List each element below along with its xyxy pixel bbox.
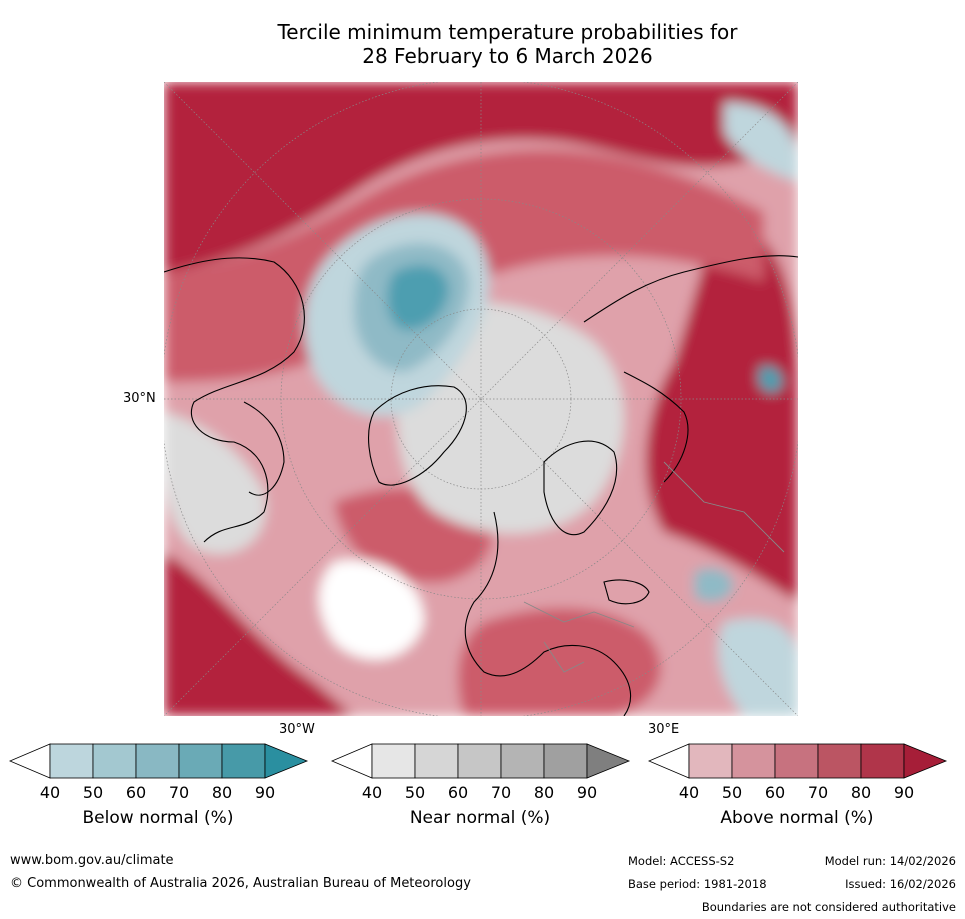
colorbar-below-normal: Below normal (%) 40 50 60 70 80 90 <box>8 742 309 832</box>
colorbar-near-normal: Near normal (%) 40 50 60 70 80 90 <box>330 742 631 832</box>
field-near-west <box>164 412 266 554</box>
colorbar-tick-label: 80 <box>211 783 233 802</box>
longitude-label-30w: 30°W <box>279 722 315 737</box>
coast-black-sea <box>603 579 650 605</box>
borders <box>523 461 785 673</box>
footer-issued: Issued: 16/02/2026 <box>845 877 956 891</box>
colorbar-segment <box>135 743 180 779</box>
colorbar-segment <box>221 743 266 779</box>
colorbar-tick-label: 60 <box>447 783 469 802</box>
graticule-meridian-diagonal-2 <box>164 82 798 716</box>
colorbar-tick-label: 40 <box>361 783 383 802</box>
coast-canada <box>164 257 305 543</box>
colorbar-high-extension <box>903 743 948 779</box>
colorbar-below-label: Below normal (%) <box>82 808 234 828</box>
footer-model: Model: ACCESS-S2 <box>628 854 735 868</box>
colorbar-segment <box>92 743 137 779</box>
field-above-mid-europe <box>458 608 661 716</box>
colorbar-tick-label: 80 <box>850 783 872 802</box>
footer-model-run: Model run: 14/02/2026 <box>824 854 956 868</box>
field-below-high-arctic <box>387 264 449 331</box>
colorbar-tick-label: 50 <box>721 783 743 802</box>
colorbar-segment <box>178 743 223 779</box>
coast-europe <box>464 511 632 716</box>
colorbar-segment <box>731 743 776 779</box>
colorbar-tick-label: 80 <box>533 783 555 802</box>
colorbar-above-label: Above normal (%) <box>720 808 874 828</box>
colorbar-segment <box>414 743 459 779</box>
colorbar-segment <box>457 743 502 779</box>
colorbar-tick-label: 60 <box>764 783 786 802</box>
colorbar-near-svg <box>330 743 631 779</box>
field-above-high-north <box>164 82 798 272</box>
colorbar-low-extension <box>647 743 690 779</box>
field-below-mid-caspian <box>694 567 734 603</box>
colorbar-segment <box>371 743 416 779</box>
coast-siberia <box>583 255 798 323</box>
longitude-label-30e: 30°E <box>648 722 680 737</box>
colorbar-segment <box>774 743 819 779</box>
field-above-high-southwest <box>164 552 354 716</box>
footer-disclaimer: Boundaries are not considered authoritat… <box>701 900 956 914</box>
graticule <box>164 82 798 716</box>
coast-scandinavia <box>543 440 618 535</box>
colorbar-tick-label: 50 <box>82 783 104 802</box>
colorbar-high-extension <box>586 743 631 779</box>
colorbar-segment <box>860 743 905 779</box>
colorbar-near-label: Near normal (%) <box>409 808 551 828</box>
latitude-label-30n: 30°N <box>123 391 156 406</box>
border-asia <box>663 461 785 553</box>
probability-map <box>164 82 798 716</box>
border-europe-2 <box>543 641 585 673</box>
colorbar-tick-label: 90 <box>254 783 276 802</box>
title-line-1: Tercile minimum temperature probabilitie… <box>277 20 738 44</box>
colorbar-tick-label: 70 <box>490 783 512 802</box>
colorbar-tick-label: 90 <box>576 783 598 802</box>
colorbar-tick-label: 60 <box>125 783 147 802</box>
colorbar-segment <box>49 743 94 779</box>
field-below-low-middle-east <box>717 618 798 716</box>
colorbar-high-extension <box>264 743 309 779</box>
colorbar-segment <box>817 743 862 779</box>
colorbar-segment <box>543 743 588 779</box>
coast-hudson <box>243 401 285 496</box>
colorbar-tick-label: 70 <box>807 783 829 802</box>
colorbar-tick-label: 40 <box>39 783 61 802</box>
colorbar-segment <box>500 743 545 779</box>
chart-title: Tercile minimum temperature probabilitie… <box>0 20 965 68</box>
coast-greenland <box>368 385 467 486</box>
field-below-high-asia-spot <box>758 365 783 394</box>
colorbar-tick-label: 50 <box>404 783 426 802</box>
footer-url: www.bom.gov.au/climate <box>10 853 174 868</box>
colorbar-tick-label: 90 <box>893 783 915 802</box>
map-canvas <box>164 82 798 716</box>
colorbar-tick-label: 40 <box>678 783 700 802</box>
footer-base-period: Base period: 1981-2018 <box>628 877 767 891</box>
coastlines <box>164 255 798 716</box>
field-above-high-asia <box>645 212 798 602</box>
coast-asia-east <box>623 371 689 483</box>
colorbar-above-normal: Above normal (%) 40 50 60 70 80 90 <box>647 742 948 832</box>
title-line-2: 28 February to 6 March 2026 <box>362 44 653 68</box>
footer-copyright: © Commonwealth of Australia 2026, Austra… <box>10 876 471 891</box>
colorbar-low-extension <box>330 743 373 779</box>
colorbar-segment <box>688 743 733 779</box>
colorbar-low-extension <box>8 743 51 779</box>
border-europe-1 <box>523 601 635 628</box>
colorbar-below-svg <box>8 743 309 779</box>
field-white-atlantic <box>319 560 424 660</box>
field-below-low-northeast <box>724 102 798 182</box>
colorbar-tick-label: 70 <box>168 783 190 802</box>
colorbar-above-svg <box>647 743 948 779</box>
